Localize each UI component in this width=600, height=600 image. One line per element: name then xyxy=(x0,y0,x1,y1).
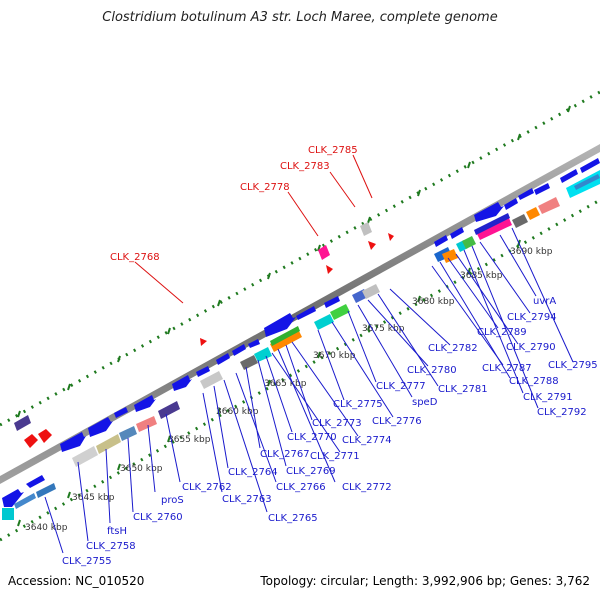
gene-label-clk-2792: CLK_2792 xyxy=(537,407,587,418)
reverse-strand-genes[interactable] xyxy=(2,170,600,520)
gene-label-clk-2776: CLK_2776 xyxy=(372,416,422,427)
scale-label: 3670 kbp xyxy=(313,351,356,361)
scale-label: 3685 kbp xyxy=(460,271,503,281)
gene-label-clk-2766: CLK_2766 xyxy=(276,482,326,493)
gene-label-clk-2789: CLK_2789 xyxy=(477,327,527,338)
gene-label-clk-2795: CLK_2795 xyxy=(548,360,598,371)
scale-label: 3655 kbp xyxy=(168,435,211,445)
gene-label-clk-2762: CLK_2762 xyxy=(182,482,232,493)
scale-label: 3665 kbp xyxy=(264,379,307,389)
gene-label-clk-2777: CLK_2777 xyxy=(376,381,426,392)
scale-label: 3690 kbp xyxy=(510,247,553,257)
rna-labels[interactable]: CLK_2768 CLK_2778 CLK_2783 CLK_2785 xyxy=(110,145,358,263)
gene-label-leaders xyxy=(44,227,574,554)
rna-label-clk-2778: CLK_2778 xyxy=(240,182,290,193)
gene-label-clk-2769: CLK_2769 xyxy=(286,466,336,477)
gene-label-clk-2781: CLK_2781 xyxy=(438,384,488,395)
gene-label-clk-2790: CLK_2790 xyxy=(506,342,556,353)
gene-label-clk-2775: CLK_2775 xyxy=(333,399,383,410)
upper-features[interactable] xyxy=(14,222,394,448)
scale-label: 3640 kbp xyxy=(25,523,68,533)
rna-label-clk-2785: CLK_2785 xyxy=(308,145,358,156)
gene-label-clk-2788: CLK_2788 xyxy=(509,376,559,387)
gene-label-clk-2760: CLK_2760 xyxy=(133,512,183,523)
forward-strand-genes[interactable] xyxy=(2,158,600,507)
gene-label-clk-2771: CLK_2771 xyxy=(310,451,360,462)
gene-label-ftsh: ftsH xyxy=(107,526,127,537)
scale-label: 3645 kbp xyxy=(72,493,115,503)
accession-text: Accession: NC_010520 xyxy=(8,574,145,588)
scale-labels: 3640 kbp 3645 kbp 3650 kbp 3655 kbp 3660… xyxy=(25,247,553,533)
gene-label-pros: proS xyxy=(161,495,184,506)
gene-label-clk-2772: CLK_2772 xyxy=(342,482,392,493)
gene-label-clk-2782: CLK_2782 xyxy=(428,343,478,354)
scale-label: 3650 kbp xyxy=(120,464,163,474)
gene-label-clk-2765: CLK_2765 xyxy=(268,513,318,524)
gene-label-clk-2791: CLK_2791 xyxy=(523,392,573,403)
scale-label: 3675 kbp xyxy=(362,324,405,334)
genome-summary-text: Topology: circular; Length: 3,992,906 bp… xyxy=(260,574,590,588)
gene-label-sped: speD xyxy=(412,397,438,408)
gene-label-uvra: uvrA xyxy=(533,296,556,307)
gene-label-clk-2787: CLK_2787 xyxy=(482,363,532,374)
gene-label-clk-2774: CLK_2774 xyxy=(342,435,392,446)
gene-label-clk-2794: CLK_2794 xyxy=(507,312,557,323)
gene-label-clk-2764: CLK_2764 xyxy=(228,467,278,478)
gene-label-clk-2780: CLK_2780 xyxy=(407,365,457,376)
genome-title: Clostridium botulinum A3 str. Loch Maree… xyxy=(102,10,498,25)
rna-label-clk-2783: CLK_2783 xyxy=(280,161,330,172)
gene-label-clk-2755: CLK_2755 xyxy=(62,556,112,567)
gene-label-clk-2767: CLK_2767 xyxy=(260,449,310,460)
gene-label-clk-2758: CLK_2758 xyxy=(86,541,136,552)
gene-label-clk-2763: CLK_2763 xyxy=(222,494,272,505)
gene-label-clk-2770: CLK_2770 xyxy=(287,432,337,443)
scale-label: 3680 kbp xyxy=(412,297,455,307)
gene-label-clk-2773: CLK_2773 xyxy=(312,418,362,429)
rna-label-leaders xyxy=(134,154,373,304)
rna-label-clk-2768: CLK_2768 xyxy=(110,252,160,263)
gene-labels[interactable]: CLK_2755 CLK_2758 ftsH CLK_2760 proS CLK… xyxy=(62,296,598,567)
scale-label: 3660 kbp xyxy=(216,407,259,417)
outer-dotted-track xyxy=(0,90,600,427)
